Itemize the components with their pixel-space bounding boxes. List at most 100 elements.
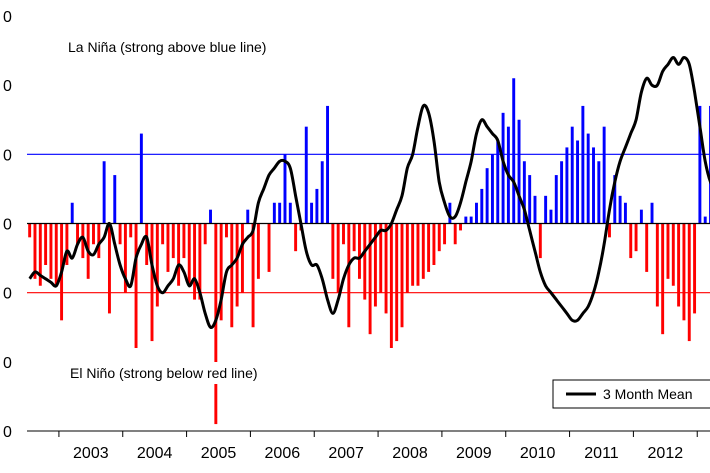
bar	[512, 78, 516, 224]
bar	[618, 195, 622, 224]
bar	[405, 223, 409, 293]
bar	[134, 223, 138, 348]
bar	[161, 223, 165, 245]
annotation-el-nino-bg	[64, 362, 280, 384]
bar	[464, 216, 468, 224]
bar	[326, 105, 330, 224]
bar	[416, 223, 420, 286]
bar	[331, 223, 335, 279]
bar	[703, 216, 707, 224]
bar	[187, 223, 191, 286]
bar	[113, 175, 117, 224]
bar	[560, 161, 564, 224]
bar	[357, 223, 361, 279]
x-tick-label: 2005	[201, 445, 237, 462]
bar	[459, 223, 462, 231]
x-tick-label: 2010	[520, 445, 556, 462]
bar	[427, 223, 431, 272]
bar	[246, 209, 250, 224]
x-tick-label: 2004	[137, 445, 173, 462]
annotation-el-nino: El Niño (strong below red line)	[70, 365, 258, 381]
bar	[634, 223, 638, 252]
bar	[363, 223, 367, 300]
x-tick-label: 2006	[265, 445, 301, 462]
annotation-la-nina-bg	[62, 36, 288, 58]
bar	[528, 175, 532, 224]
bar	[639, 209, 643, 224]
bar	[304, 126, 308, 224]
bar	[677, 223, 681, 307]
bar	[65, 223, 69, 265]
bar	[586, 133, 590, 224]
bar	[480, 188, 484, 224]
bar	[608, 223, 611, 238]
bar	[666, 223, 670, 279]
bar	[549, 209, 553, 224]
bar	[623, 202, 627, 224]
y-tick-label: 0	[3, 424, 12, 441]
bar	[389, 223, 393, 348]
zero-line	[27, 222, 710, 432]
bar	[182, 223, 186, 259]
bar	[315, 188, 319, 224]
bar	[629, 223, 633, 259]
bar	[496, 140, 500, 224]
bar	[81, 223, 85, 259]
bar	[411, 223, 415, 286]
bar	[655, 223, 659, 307]
bar	[650, 202, 654, 224]
bar	[225, 223, 228, 238]
bar	[395, 223, 399, 342]
bar	[570, 126, 574, 224]
bar	[501, 112, 505, 224]
mean-line-group	[28, 56, 710, 329]
bar	[123, 223, 127, 293]
y-tick-label: 0	[3, 147, 12, 164]
bar	[538, 223, 542, 259]
bar	[453, 223, 457, 245]
y-tick-label: 0	[3, 78, 12, 95]
bar	[145, 223, 149, 265]
bar	[645, 223, 649, 272]
bar	[544, 195, 548, 224]
bar	[602, 126, 606, 224]
bar	[70, 202, 74, 224]
bar	[522, 161, 526, 224]
bar	[198, 223, 202, 300]
mean-line	[28, 56, 710, 329]
x-tick-label: 2012	[648, 445, 684, 462]
bar	[336, 223, 340, 293]
bar	[613, 175, 617, 224]
y-tick-labels: 0 0 0 0 0 0 0	[3, 9, 12, 441]
bar	[177, 223, 181, 286]
y-tick-label: 0	[3, 286, 12, 303]
bar	[235, 223, 239, 307]
bar	[107, 223, 111, 314]
bar	[102, 161, 106, 224]
bar	[592, 147, 595, 224]
bar	[155, 223, 159, 307]
bar	[661, 223, 665, 335]
bar	[400, 223, 404, 328]
x-tick-labels: 2003 2004 2005 2006 2007 2008 2009 2010 2011 2012…	[58, 431, 698, 462]
legend: 3 Month Mean	[552, 379, 710, 409]
bar	[171, 223, 175, 259]
bar	[294, 223, 298, 252]
x-tick-label: 2009	[456, 445, 492, 462]
y-tick-label: 0	[3, 9, 12, 26]
bar	[267, 223, 271, 272]
bar	[230, 223, 234, 328]
bar	[256, 223, 260, 279]
bar	[384, 223, 388, 314]
bar	[44, 223, 48, 265]
bar	[219, 223, 223, 321]
annotation-la-nina: La Niña (strong above blue line)	[68, 39, 266, 55]
bar	[368, 223, 372, 335]
bar	[283, 154, 287, 224]
bar	[490, 154, 494, 224]
y-tick-label: 0	[3, 217, 12, 234]
bar	[76, 223, 79, 245]
bar	[693, 223, 697, 314]
bar	[28, 223, 32, 238]
bar	[554, 175, 558, 224]
